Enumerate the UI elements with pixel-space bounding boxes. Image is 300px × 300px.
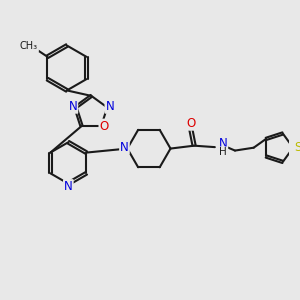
Text: S: S: [295, 141, 300, 154]
Text: O: O: [186, 117, 195, 130]
Text: N: N: [64, 180, 73, 193]
Text: N: N: [120, 141, 129, 154]
Text: O: O: [99, 120, 109, 133]
Text: N: N: [68, 100, 77, 113]
Text: CH₃: CH₃: [20, 41, 38, 51]
Text: H: H: [219, 147, 227, 157]
Text: N: N: [105, 100, 114, 113]
Text: N: N: [218, 137, 227, 150]
